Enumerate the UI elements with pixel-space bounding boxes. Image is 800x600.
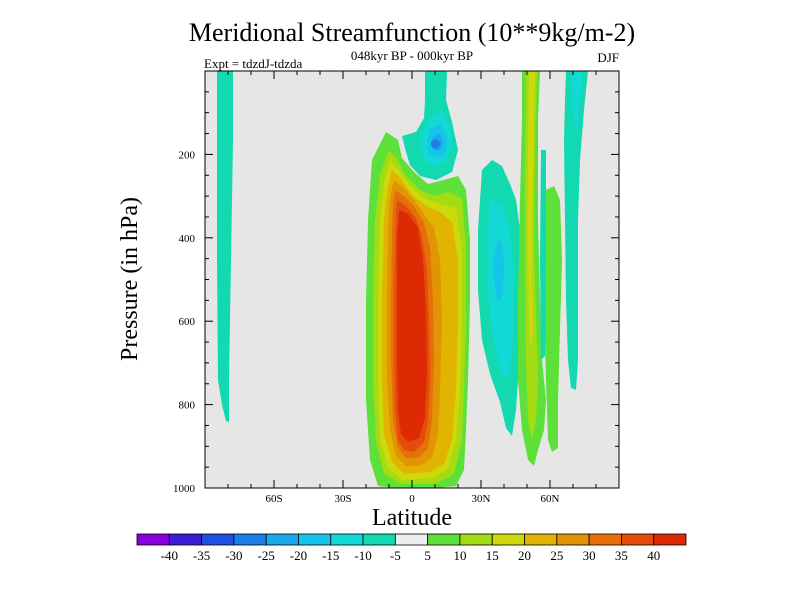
colorbar-label: 15 (486, 548, 499, 563)
x-axis-title: Latitude (372, 505, 452, 531)
colorbar-swatch (524, 533, 558, 546)
colorbar-swatch (427, 533, 461, 546)
contour-north-pos-5b (544, 186, 562, 452)
colorbar: -40 -35 -30 -25 -20 -15 -10 -5 5 10 15 20 25 30 35 40 (136, 533, 687, 563)
contour-north-neg-15 (494, 240, 504, 300)
colorbar-swatch (168, 533, 202, 546)
x-tick-label: 0 (409, 493, 415, 505)
y-axis: 200 400 600 800 1000 (173, 91, 619, 495)
x-axis: 60S 30S 0 30N 60N (227, 71, 597, 505)
x-tick-label: 60S (265, 493, 282, 505)
colorbar-label: -40 (161, 548, 178, 563)
colorbar-swatch (201, 533, 235, 546)
colorbar-swatch (394, 533, 429, 546)
colorbar-swatch (330, 533, 364, 546)
season-label: DJF (597, 50, 619, 65)
contour-fills (217, 71, 588, 488)
colorbar-label: 10 (453, 548, 466, 563)
y-tick-label: 600 (179, 316, 196, 328)
colorbar-label: 30 (583, 548, 596, 563)
y-tick-label: 200 (179, 149, 196, 161)
colorbar-swatch (459, 533, 493, 546)
colorbar-label: -30 (225, 548, 242, 563)
contour-nh-neg-band-10 (571, 71, 583, 130)
colorbar-label: 25 (550, 548, 563, 563)
colorbar-swatch (136, 533, 170, 546)
colorbar-swatch (556, 533, 590, 546)
y-tick-label: 1000 (173, 483, 196, 495)
colorbar-label: -25 (258, 548, 275, 563)
x-tick-label: 30S (334, 493, 351, 505)
colorbar-label: 5 (424, 548, 431, 563)
contour-pos-40 (397, 210, 427, 442)
contour-north-neg-b (540, 150, 546, 360)
colorbar-label: -10 (354, 548, 371, 563)
y-tick-label: 800 (179, 400, 196, 412)
colorbar-label: 20 (518, 548, 531, 563)
x-tick-label: 60N (541, 493, 560, 505)
colorbar-label: -15 (322, 548, 339, 563)
colorbar-swatch (233, 533, 267, 546)
contour-sh-neg-band (217, 71, 233, 422)
colorbar-swatch (491, 533, 525, 546)
contour-upper-neg-25 (431, 139, 440, 149)
colorbar-label: 40 (647, 548, 660, 563)
y-tick-label: 400 (179, 233, 196, 245)
y-axis-title: Pressure (in hPa) (117, 197, 143, 361)
chart-title: Meridional Streamfunction (10**9kg/m-2) (189, 18, 635, 47)
colorbar-label: 35 (615, 548, 628, 563)
colorbar-swatch (653, 533, 687, 546)
colorbar-swatch (588, 533, 622, 546)
x-tick-label: 30N (472, 493, 491, 505)
colorbar-swatch (621, 533, 655, 546)
colorbar-swatch (298, 533, 332, 546)
experiment-label: Expt = tdzdJ-tdzda (204, 56, 303, 71)
contour-nh-neg-band (564, 71, 588, 390)
chart-subtitle: 048kyr BP - 000kyr BP (351, 48, 473, 63)
colorbar-swatch (362, 533, 396, 546)
colorbar-label: -35 (193, 548, 210, 563)
contour-north-pos-15 (528, 71, 535, 350)
colorbar-label: -20 (290, 548, 307, 563)
colorbar-label: -5 (390, 548, 401, 563)
colorbar-swatch (265, 533, 299, 546)
